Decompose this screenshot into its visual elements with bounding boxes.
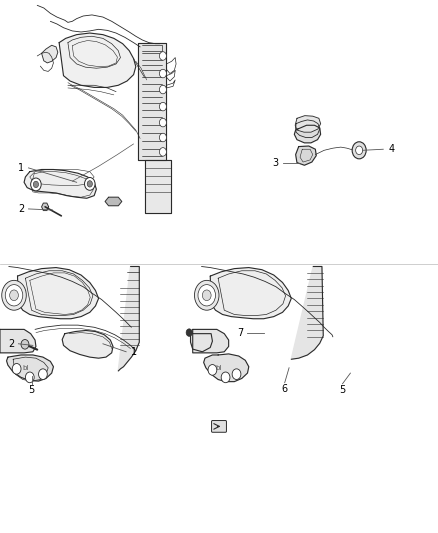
Circle shape <box>159 133 166 142</box>
Circle shape <box>352 142 366 159</box>
Text: 6: 6 <box>282 384 288 394</box>
Polygon shape <box>59 33 136 87</box>
Polygon shape <box>105 197 122 206</box>
Text: bl: bl <box>215 365 221 371</box>
Circle shape <box>33 181 39 188</box>
Circle shape <box>10 290 18 301</box>
Polygon shape <box>204 354 249 382</box>
Text: 2: 2 <box>8 339 14 349</box>
Text: 3: 3 <box>272 158 278 167</box>
Polygon shape <box>24 169 96 198</box>
Circle shape <box>198 285 215 306</box>
Polygon shape <box>18 268 99 319</box>
Polygon shape <box>191 334 212 352</box>
Polygon shape <box>291 266 323 359</box>
Polygon shape <box>138 43 166 160</box>
Circle shape <box>208 365 217 375</box>
Text: 1: 1 <box>18 163 24 173</box>
Circle shape <box>186 329 192 336</box>
Circle shape <box>159 52 166 60</box>
Polygon shape <box>296 120 320 138</box>
Circle shape <box>356 146 363 155</box>
Circle shape <box>232 369 241 379</box>
Circle shape <box>2 280 26 310</box>
Text: 5: 5 <box>28 385 35 395</box>
Polygon shape <box>42 45 58 63</box>
Circle shape <box>87 181 92 187</box>
Circle shape <box>221 372 230 383</box>
Polygon shape <box>295 116 321 132</box>
Polygon shape <box>62 330 113 358</box>
Text: 7: 7 <box>237 328 243 338</box>
Text: 2: 2 <box>18 204 24 214</box>
FancyBboxPatch shape <box>212 421 226 432</box>
Circle shape <box>31 178 41 191</box>
Text: 1: 1 <box>131 347 137 357</box>
Circle shape <box>39 369 47 379</box>
Circle shape <box>12 364 21 374</box>
Text: 4: 4 <box>389 144 395 154</box>
Circle shape <box>85 177 95 190</box>
Polygon shape <box>193 329 229 353</box>
Polygon shape <box>296 146 316 165</box>
Circle shape <box>5 285 23 306</box>
Circle shape <box>159 85 166 94</box>
Circle shape <box>202 290 211 301</box>
Circle shape <box>194 280 219 310</box>
Circle shape <box>21 340 29 349</box>
Circle shape <box>159 102 166 111</box>
Polygon shape <box>294 125 321 143</box>
Text: bl: bl <box>22 365 28 371</box>
Polygon shape <box>0 329 36 353</box>
Polygon shape <box>145 160 171 213</box>
Polygon shape <box>7 355 53 381</box>
Polygon shape <box>42 203 49 211</box>
Circle shape <box>25 372 34 383</box>
Circle shape <box>159 148 166 156</box>
Polygon shape <box>118 266 139 371</box>
Polygon shape <box>210 268 291 319</box>
Circle shape <box>159 118 166 127</box>
Circle shape <box>159 69 166 78</box>
Text: 5: 5 <box>339 385 346 395</box>
